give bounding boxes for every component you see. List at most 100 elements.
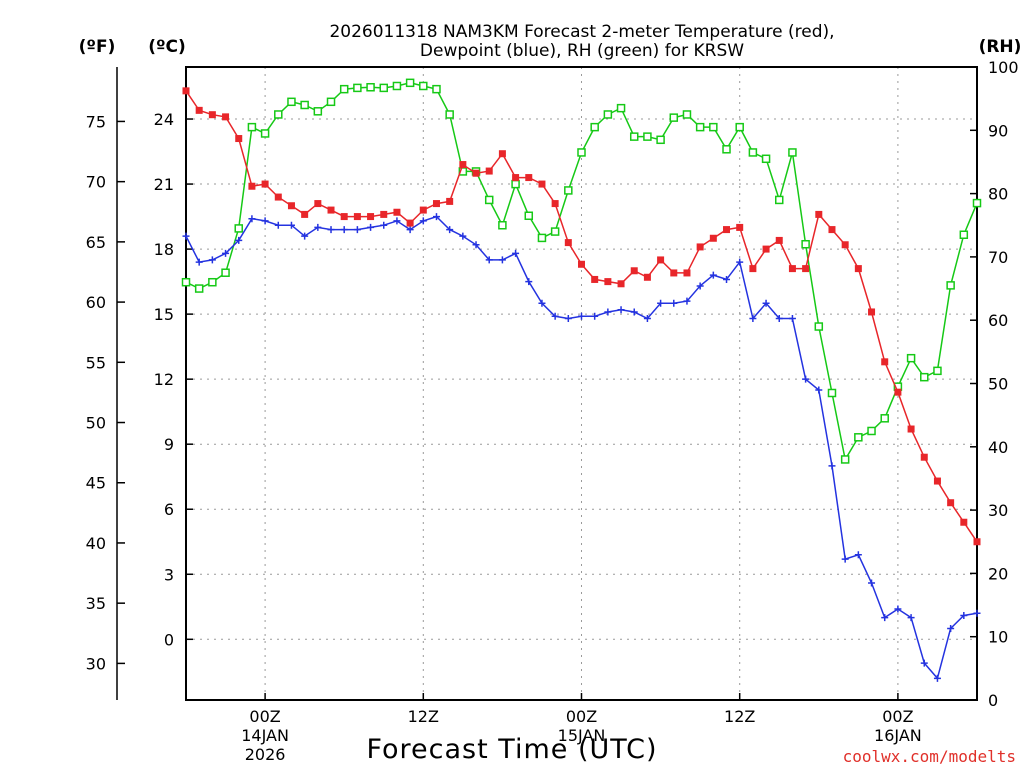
rh-point [590,122,599,132]
dewpoint-point [340,226,348,234]
celsius-unit-label: (ºC) [148,37,186,57]
rh-point [577,148,586,157]
dewpoint-point [696,282,704,290]
dewpoint-point [274,221,282,229]
rh-point [801,239,810,249]
rh-tick-label: 50 [988,375,1008,394]
temperature-point [881,358,889,366]
celsius-tick-label: 21 [154,175,174,194]
rh-point [564,186,573,195]
rh-point [920,372,929,382]
temperature-point [406,219,414,227]
rh-point [959,230,969,239]
temperature-point [419,206,427,214]
rh-point [669,113,679,122]
x-axis-title: Forecast Time (UTC) [366,734,657,765]
dewpoint-point [736,258,744,266]
rh-tick-label: 0 [988,691,998,710]
temperature-point [538,180,546,188]
temperature-point [683,269,691,277]
rh-point [735,122,744,132]
dewpoint-point [287,221,295,229]
fahrenheit-tick-label: 30 [86,654,106,673]
temperature-point [709,234,717,242]
rh-point [814,322,824,331]
rh-point [933,366,942,376]
dewpoint-point [551,312,559,320]
rh-point [524,211,534,221]
dewpoint-point [920,659,928,667]
temperature-point [604,278,612,286]
temperature-point [775,236,783,244]
time-tick-label: 00Z [249,707,280,726]
temperature-point [301,210,309,218]
fahrenheit-tick-label: 75 [86,112,106,131]
dewpoint-point [802,375,810,383]
celsius-tick-label: 9 [164,435,174,454]
dewpoint-point [657,299,665,307]
rh-point [445,110,454,119]
fahrenheit-tick-label: 70 [86,173,106,192]
rh-point [867,426,876,436]
temperature-point [564,239,572,247]
series-2-meter-temperature [182,87,981,546]
temperature-point [894,388,902,396]
rh-tick-label: 80 [988,185,1008,204]
rh-point [880,414,889,423]
rh-point [643,132,652,141]
temperature-point [788,265,796,273]
rh-point [221,268,230,277]
dewpoint-point [195,258,203,266]
temperature-point [261,180,269,188]
dewpoint-point [208,256,216,264]
temperature-point [485,167,493,175]
fahrenheit-tick-label: 55 [86,353,106,372]
dewpoint-point [406,226,414,234]
rh-point [656,135,665,145]
temperature-point [222,113,230,121]
temperature-point [446,197,454,205]
celsius-tick-label: 18 [154,240,174,259]
rh-point [405,78,415,88]
dewpoint-point [643,314,651,322]
rh-point [181,277,191,287]
temperature-point [907,425,915,433]
rh-tick-label: 30 [988,501,1008,520]
rh-point [274,110,283,119]
celsius-tick-label: 0 [164,630,174,649]
rh-point [287,97,296,107]
dewpoint-point [578,312,585,320]
rh-point [379,83,388,93]
rh-point [709,122,718,132]
temperature-point [696,243,704,251]
celsius-tick-label: 15 [154,305,174,324]
date-label: 16JAN [874,726,922,745]
temperature-point [498,150,506,158]
rh-point [234,224,243,233]
dewpoint-point [828,462,836,470]
temperature-point [643,273,651,281]
dewpoint-point [841,555,849,563]
rh-point [326,97,336,107]
rh-point [854,433,863,442]
fahrenheit-tick-label: 40 [86,534,106,553]
dewpoint-point [261,217,269,225]
fahrenheit-axis: 30 35 40 45 50 55 60 65 70 75 [86,112,125,673]
dewpoint-point [446,226,454,234]
rh-point [788,148,797,157]
time-tick-label: 00Z [882,707,913,726]
temperature-point [472,169,480,177]
dewpoint-point [617,306,625,314]
rh-point [629,132,639,141]
temperature-point [828,226,836,234]
date-label: 14JAN [241,726,289,745]
dewpoint-point [248,215,256,223]
fahrenheit-tick-label: 50 [86,414,106,433]
fahrenheit-tick-label: 65 [86,233,106,252]
dewpoint-point [432,213,440,221]
dewpoint-point [327,226,335,234]
time-tick-label: 12Z [724,707,755,726]
rh-point [682,110,692,119]
